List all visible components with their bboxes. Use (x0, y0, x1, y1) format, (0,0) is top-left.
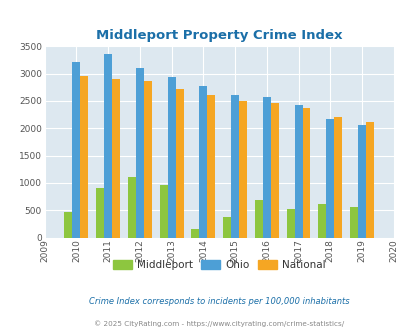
Bar (357, 125, 365, 238)
Title: Middleport Property Crime Index: Middleport Property Crime Index (96, 29, 342, 42)
Bar (254, 200, 262, 238)
Bar (302, 108, 310, 238)
Bar (159, 185, 167, 238)
Bar (333, 117, 341, 238)
Bar (64, 212, 72, 238)
Bar (318, 204, 326, 238)
Bar (104, 54, 112, 238)
Bar (223, 217, 230, 238)
Bar (294, 105, 302, 238)
Bar (286, 209, 294, 238)
Bar (96, 188, 104, 238)
Text: Crime Index corresponds to incidents per 100,000 inhabitants: Crime Index corresponds to incidents per… (89, 297, 349, 306)
Bar (136, 68, 143, 238)
Bar (191, 229, 199, 238)
Bar (326, 119, 333, 238)
Bar (230, 95, 239, 238)
Bar (270, 103, 278, 238)
Legend: Middleport, Ohio, National: Middleport, Ohio, National (109, 256, 329, 275)
Bar (365, 122, 373, 238)
Bar (207, 95, 215, 238)
Bar (199, 85, 207, 238)
Bar (175, 89, 183, 238)
Bar (128, 178, 136, 238)
Bar (72, 61, 80, 238)
Text: © 2025 CityRating.com - https://www.cityrating.com/crime-statistics/: © 2025 CityRating.com - https://www.city… (94, 320, 343, 327)
Bar (239, 101, 246, 238)
Bar (112, 79, 120, 238)
Bar (167, 77, 175, 238)
Bar (143, 81, 151, 238)
Bar (349, 207, 357, 238)
Bar (80, 76, 88, 238)
Bar (262, 96, 270, 238)
